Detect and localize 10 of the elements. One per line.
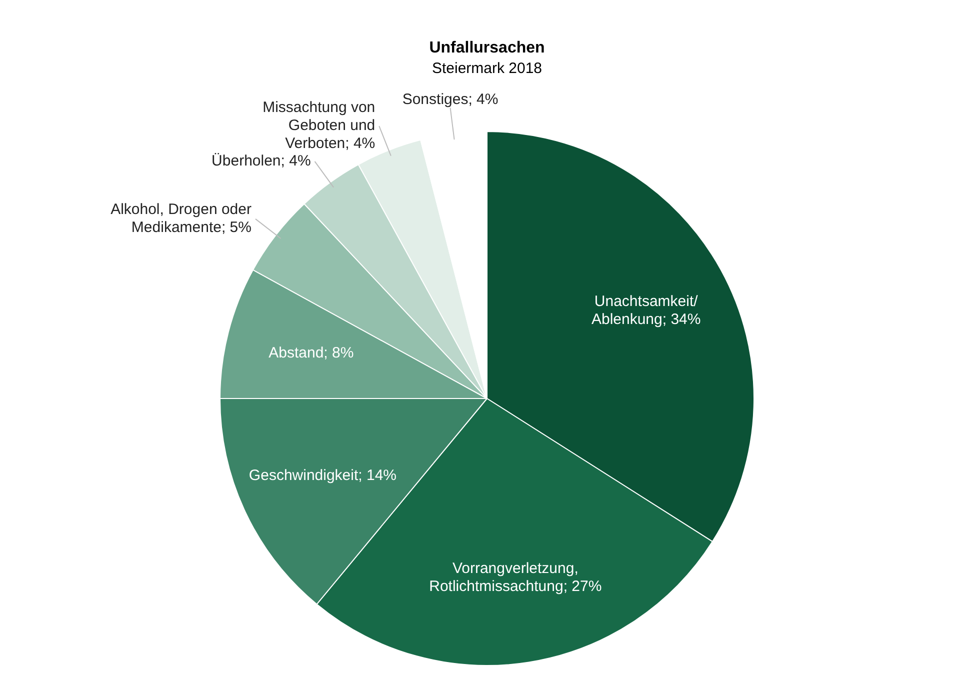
slice-label: Abstand; 8% xyxy=(268,344,354,362)
slice-label: Unachtsamkeit/ Ablenkung; 34% xyxy=(591,293,701,328)
chart-title: Unfallursachen xyxy=(429,39,545,56)
slice-label: Überholen; 4% xyxy=(212,152,311,170)
slice-label: Vorrangverletzung, Rotlichtmissachtung; 27% xyxy=(429,560,602,595)
slice-label: Alkohol, Drogen oder Medikamente; 5% xyxy=(110,201,252,236)
slice-label: Sonstiges; 4% xyxy=(402,90,498,108)
slice-label: Missachtung von Geboten und Verboten; 4% xyxy=(262,99,376,152)
slice-label: Geschwindigkeit; 14% xyxy=(248,466,397,484)
chart-subtitle: Steiermark 2018 xyxy=(432,60,542,78)
